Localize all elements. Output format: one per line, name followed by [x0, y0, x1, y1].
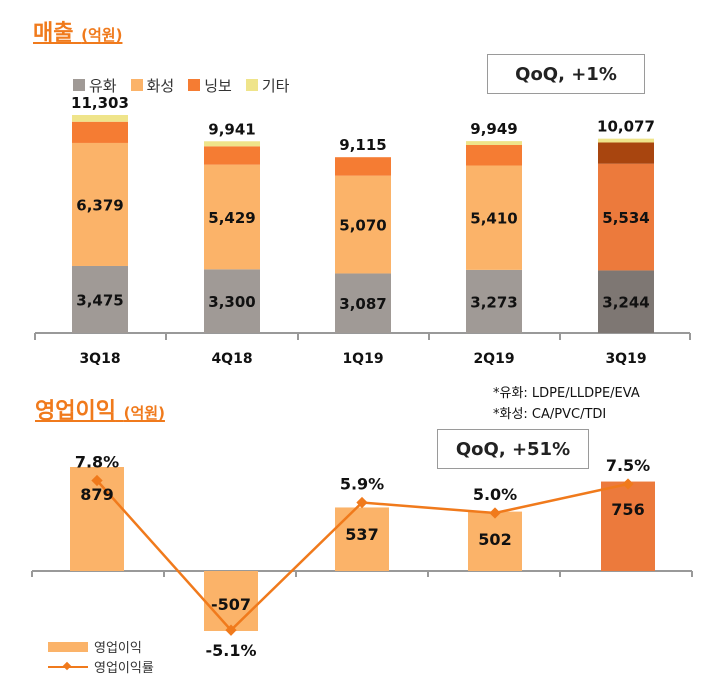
legend-label: 영업이익률 [94, 661, 154, 676]
legend-item-화성: 화성 [130, 75, 175, 96]
bar-유화-3Q18 [72, 265, 128, 333]
legend-item-닝보: 닝보 [188, 75, 232, 96]
profit-bar-4Q18 [204, 571, 258, 631]
profit-bar-2Q19 [468, 511, 522, 571]
margin-label: 7.5% [606, 456, 650, 475]
bar-닝보-3Q19 [598, 142, 654, 164]
legend-label: 닝보 [204, 77, 232, 95]
bar-유화-2Q19 [466, 269, 522, 333]
category-label: 1Q19 [342, 351, 383, 367]
total-label: 9,115 [339, 136, 386, 154]
margin-marker [489, 507, 501, 519]
total-label: 9,941 [208, 120, 255, 138]
bar-유화-4Q18 [204, 269, 260, 333]
profit-title-text: 영업이익 [35, 399, 116, 424]
bar-화성-3Q19 [598, 163, 654, 271]
margin-marker [225, 624, 237, 636]
bar-label-화성: 6,379 [76, 196, 123, 214]
bar-화성-1Q19 [335, 175, 391, 274]
sales-unit: (억원) [81, 26, 123, 44]
bar-닝보-3Q18 [72, 121, 128, 143]
profit-bar-label: 756 [611, 500, 644, 519]
margin-label: 7.8% [75, 453, 119, 472]
bar-닝보-1Q19 [335, 157, 391, 176]
bar-기타-3Q18 [72, 115, 128, 122]
legend-label: 유화 [89, 77, 117, 95]
margin-marker [356, 496, 368, 509]
margin-label: 5.9% [340, 475, 384, 494]
bar-label-화성: 5,534 [602, 209, 649, 227]
margin-label: -5.1% [205, 641, 256, 660]
profit-bar-1Q19 [335, 507, 389, 571]
note-hwaseong: *화성: CA/PVC/TDI [493, 407, 607, 422]
profit-bar-label: 502 [478, 530, 511, 549]
bar-label-화성: 5,070 [339, 217, 386, 235]
category-label: 4Q18 [211, 351, 252, 367]
total-label: 11,303 [71, 94, 129, 112]
legend-label: 영업이익 [94, 641, 142, 656]
legend-label: 화성 [146, 77, 175, 95]
category-label: 3Q19 [605, 351, 646, 367]
bar-label-유화: 3,244 [602, 294, 649, 312]
legend-item-기타: 기타 [245, 75, 290, 96]
profit-qoq-box: QoQ, +51% [437, 429, 589, 469]
sales-qoq-box: QoQ, +1% [487, 54, 645, 94]
legend-item-profit: 영업이익 [48, 637, 142, 656]
bar-화성-2Q19 [466, 165, 522, 270]
profit-bar-label: -507 [211, 595, 251, 614]
bar-기타-3Q19 [598, 138, 654, 143]
bar-label-화성: 5,429 [208, 209, 255, 227]
profit-bar-label: 879 [80, 485, 113, 504]
margin-label: 5.0% [473, 485, 517, 504]
note-yuhwa: *유화: LDPE/LLDPE/EVA [493, 386, 640, 401]
legend-label: 기타 [261, 77, 290, 95]
total-label: 9,949 [470, 120, 517, 138]
bar-label-유화: 3,300 [208, 293, 255, 311]
bar-label-유화: 3,475 [76, 291, 123, 309]
bar-기타-4Q18 [204, 141, 260, 147]
bar-label-화성: 5,410 [470, 210, 517, 228]
sales-title-text: 매출 [33, 21, 74, 46]
bar-유화-1Q19 [335, 273, 391, 333]
category-label: 3Q18 [79, 351, 120, 367]
sales-title: 매출 (억원) [33, 15, 122, 47]
profit-unit: (억원) [123, 404, 165, 422]
bar-닝보-2Q19 [466, 144, 522, 166]
bar-화성-3Q18 [72, 142, 128, 266]
margin-marker [622, 478, 634, 490]
total-label: 10,077 [597, 118, 655, 136]
bar-기타-2Q19 [466, 141, 522, 145]
bar-유화-3Q19 [598, 270, 654, 333]
bar-label-유화: 3,087 [339, 295, 386, 313]
profit-title: 영업이익 (억원) [35, 393, 165, 425]
bar-label-유화: 3,273 [470, 293, 517, 311]
profit-bar-3Q19 [601, 481, 655, 571]
legend-item-margin: 영업이익률 [48, 657, 154, 676]
sales-legend: 유화 화성 닝보 기타 [73, 75, 289, 96]
bar-닝보-4Q18 [204, 146, 260, 165]
profit-bar-label: 537 [345, 525, 378, 544]
legend-item-유화: 유화 [73, 75, 117, 96]
category-label: 2Q19 [473, 351, 514, 367]
bar-화성-4Q18 [204, 164, 260, 270]
